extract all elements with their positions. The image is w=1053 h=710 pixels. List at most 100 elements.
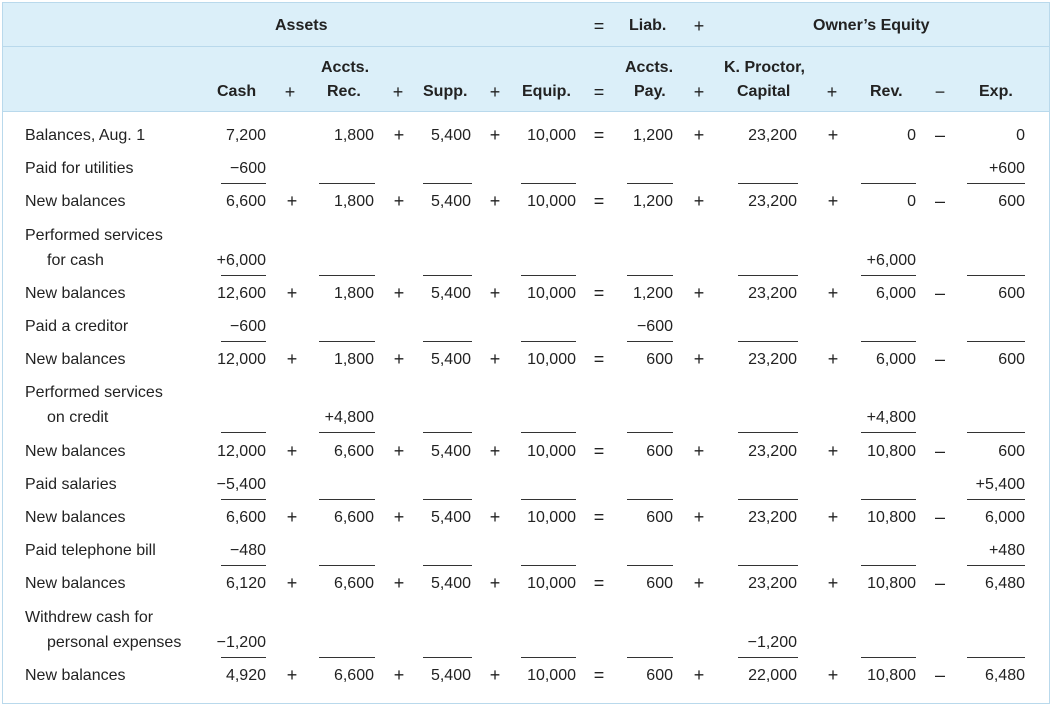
- row-label: for cash: [47, 251, 104, 269]
- entry-underline: [861, 274, 916, 276]
- row-label: Paid a creditor: [25, 318, 129, 335]
- cell-rec: 1,800: [333, 351, 374, 369]
- cell-rev: 10,800: [867, 442, 916, 460]
- column-header-row: Cash + Accts. Rec. + Supp. + Equip. = Ac…: [3, 47, 1049, 112]
- cell-exp: +480: [988, 542, 1025, 560]
- row-label: on credit: [47, 409, 109, 427]
- entry-underline: [423, 341, 472, 342]
- cell-cash: 12,000: [217, 351, 266, 369]
- cell-cash: −480: [229, 542, 266, 560]
- operator-p4: +: [693, 191, 705, 212]
- cell-equip: 10,000: [527, 575, 576, 593]
- entry-underline: [521, 274, 576, 276]
- cell-cap: 23,200: [748, 575, 797, 593]
- entry-underline: [738, 565, 798, 567]
- operator-p3: +: [489, 440, 501, 461]
- cell-cash: 6,600: [225, 193, 266, 211]
- entry-underline: [221, 498, 266, 500]
- operator-p2: +: [393, 573, 405, 594]
- plus-a: +: [284, 82, 296, 102]
- operator-p3: +: [489, 349, 501, 370]
- operator-p5: +: [827, 440, 839, 461]
- entry-underline: [423, 498, 472, 500]
- entry-underline: [221, 274, 266, 276]
- entry-underline: [967, 565, 1025, 567]
- entry-underline: [967, 656, 1025, 658]
- cell-supp: 5,400: [430, 442, 471, 460]
- entry-underline: [521, 341, 576, 342]
- row-label: Balances, Aug. 1: [25, 127, 146, 144]
- operator-p1: +: [286, 664, 298, 685]
- entry-underline: [423, 274, 472, 276]
- owners-equity-header: Owner’s Equity: [813, 17, 930, 34]
- entry-underline: [319, 656, 375, 658]
- operator-p5: +: [827, 191, 839, 212]
- row-label: Paid salaries: [25, 475, 117, 493]
- cell-equip: 10,000: [527, 509, 576, 526]
- cell-rec: 6,600: [333, 575, 374, 593]
- plus-c: +: [489, 82, 501, 102]
- operator-p4: +: [693, 125, 705, 145]
- cell-rec: 6,600: [333, 509, 374, 526]
- operator-p2: +: [393, 349, 405, 370]
- operator-p5: +: [827, 125, 839, 145]
- entry-underline: [423, 432, 472, 434]
- operator-p5: +: [827, 573, 839, 594]
- operator-eq: =: [593, 507, 605, 527]
- cell-pay: 1,200: [632, 284, 673, 302]
- cell-rev: 10,800: [867, 509, 916, 526]
- entry-underline: [221, 656, 266, 658]
- cell-cash: −600: [229, 160, 266, 178]
- equals-column: =: [593, 82, 605, 102]
- group-header-row: Assets = Liab. + Owner’s Equity: [3, 3, 1049, 47]
- operator-p4: +: [693, 349, 705, 370]
- operator-p1: +: [286, 282, 298, 303]
- row-label: New balances: [25, 351, 126, 369]
- cell-cap: 23,200: [748, 351, 797, 369]
- entry-underline: [967, 432, 1025, 434]
- cell-rec: 6,600: [333, 442, 374, 460]
- cell-cap: 23,200: [748, 284, 797, 302]
- supplies-header: Supp.: [423, 83, 468, 100]
- cell-cash: 12,000: [217, 442, 266, 460]
- operator-eq: =: [593, 191, 605, 212]
- cell-pay: 1,200: [632, 127, 673, 144]
- operator-p3: +: [489, 664, 501, 685]
- cell-supp: 5,400: [430, 509, 471, 526]
- cell-supp: 5,400: [430, 284, 471, 302]
- cell-cash: +6,000: [216, 251, 266, 269]
- liabilities-header: Liab.: [629, 17, 667, 34]
- entry-underline: [627, 432, 673, 434]
- cell-exp: +5,400: [975, 475, 1025, 493]
- entry-underline: [319, 341, 375, 342]
- operator-p3: +: [489, 191, 501, 212]
- entry-underline: [738, 498, 798, 500]
- cell-pay: −600: [636, 318, 673, 335]
- operator-eq: =: [593, 125, 605, 145]
- entry-underline: [627, 656, 673, 658]
- operator-p4: +: [693, 440, 705, 461]
- operator-p2: +: [393, 191, 405, 212]
- cell-exp: 600: [998, 284, 1025, 302]
- operator-p4: +: [693, 573, 705, 594]
- cell-rev: 6,000: [875, 284, 916, 302]
- entry-underline: [861, 432, 916, 434]
- cell-cap: 23,200: [748, 509, 797, 526]
- cell-rev: 10,800: [867, 666, 916, 684]
- cell-exp: 0: [1016, 127, 1025, 144]
- cell-supp: 5,400: [430, 666, 471, 684]
- expenses-header: Exp.: [979, 83, 1013, 100]
- cash-header: Cash: [217, 83, 257, 100]
- operator-p1: +: [286, 573, 298, 594]
- operator-p1: +: [286, 440, 298, 461]
- entry-underline: [738, 656, 798, 658]
- operator-p1: +: [286, 349, 298, 370]
- operator-p5: +: [827, 349, 839, 370]
- operator-p4: +: [693, 507, 705, 527]
- plus-b: +: [392, 82, 404, 102]
- cell-rec: 6,600: [333, 666, 374, 684]
- cell-cap: 22,000: [748, 666, 797, 684]
- entry-underline: [319, 432, 375, 434]
- accts-rec-header-line2: Rec.: [327, 83, 361, 100]
